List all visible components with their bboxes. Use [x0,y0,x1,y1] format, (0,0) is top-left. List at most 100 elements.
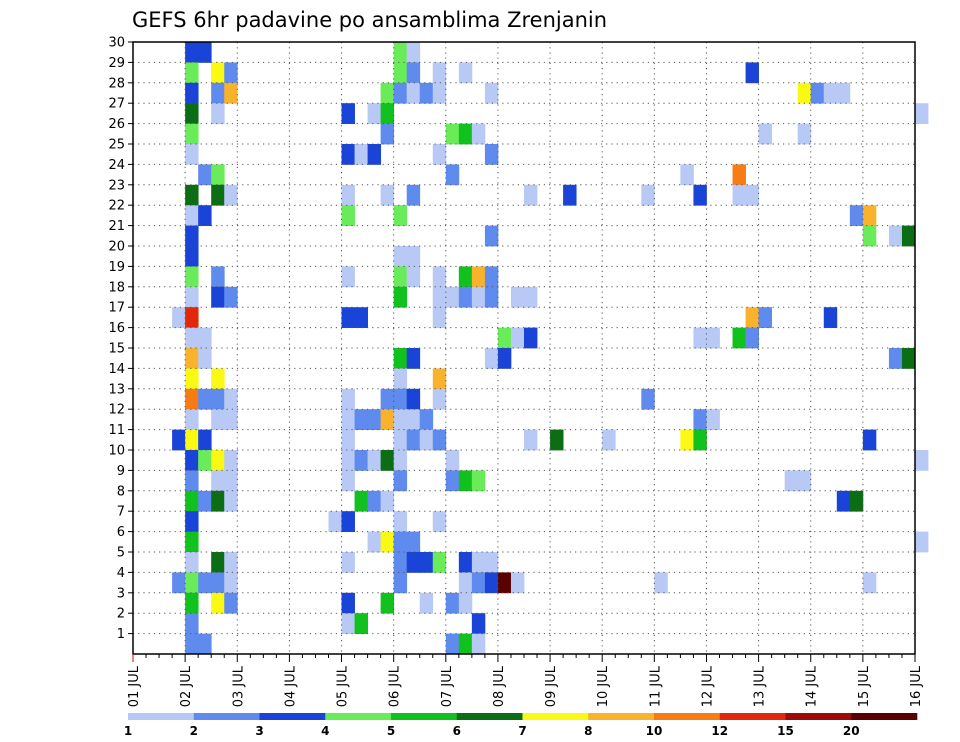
y-tick-label-30: 30 [108,36,125,51]
cell-m8-188 [836,490,851,512]
cell-m4-222 [510,572,525,594]
cell-m12-145 [706,409,720,430]
cell-m1-240 [458,633,473,655]
grid-lines [133,42,915,654]
cell-m2-234 [341,613,355,634]
cell-m5-206 [406,552,421,573]
colorbar: 1 2 3 4 5 6 7 8 10 12 15 20 [124,713,918,738]
cell-m18-84 [185,286,199,308]
cell-m13-124 [185,388,199,410]
cell-m10-160 [185,450,199,471]
cell-m28-16 [393,82,408,104]
cell-m8-189 [849,490,864,512]
colorbar-segment-1 [193,713,260,720]
colorbar-segment-6 [522,713,589,720]
x-tick-label-6: 07 JUL [440,665,455,707]
cell-m12-135 [211,409,225,430]
cell-m16-110 [732,327,746,349]
colorbar-segment-7 [588,713,655,720]
cell-m13-128 [341,388,355,410]
cell-m12-136 [224,409,238,430]
cell-m5-205 [393,552,408,573]
x-tick-label-3: 04 JUL [283,665,298,707]
cell-m11-153 [432,429,447,451]
cell-m29-7 [393,62,408,84]
cell-m10-167 [380,450,395,471]
y-tick-label-4: 4 [117,566,125,581]
cell-m13-125 [198,388,212,410]
cell-m15-117 [497,348,512,369]
y-tick-label-3: 3 [117,586,125,601]
x-tick-label-4: 05 JUL [336,665,351,707]
cell-m29-5 [211,62,225,84]
cell-m7-191 [328,511,342,532]
cell-m10-170 [915,450,929,471]
cell-m14-122 [393,368,408,390]
cell-m23-54 [406,184,421,206]
x-tick-label-11: 12 JUL [700,665,715,707]
cell-m5-211 [484,552,499,573]
cell-m13-132 [432,388,447,410]
cell-m6-197 [380,531,395,553]
cell-m15-113 [198,348,212,369]
colorbar-label-6: 7 [518,724,526,738]
cell-m3-228 [341,592,355,614]
colorbar-segment-8 [654,713,721,720]
cell-m30-1 [198,42,212,63]
cell-m28-20 [484,82,499,104]
cell-m23-50 [211,184,225,206]
x-tick-label-13: 14 JUL [805,665,820,707]
cell-m4-213 [185,572,199,594]
x-tick-label-15: 16 JUL [909,665,924,707]
cell-m19-77 [341,266,355,288]
cell-m11-159 [862,429,877,451]
colorbar-segment-3 [325,713,392,720]
cell-m11-158 [693,429,707,451]
cell-m25-38 [185,144,199,165]
cell-m20-72 [185,246,199,267]
y-tick-label-24: 24 [108,158,125,173]
y-tick-label-21: 21 [108,219,125,234]
cell-m12-144 [693,409,707,430]
cell-m11-157 [680,429,694,451]
cell-m17-102 [823,307,838,328]
cell-m19-75 [185,266,199,288]
cell-m26-31 [185,123,199,145]
x-axis: 01 JUL 02 JUL 03 JUL 04 JUL 05 JUL 06 JUL 07 J… [127,654,924,707]
cell-m28-15 [380,82,395,104]
cell-m3-230 [419,592,434,614]
cell-m3-225 [185,592,199,614]
cell-m9-176 [445,470,460,492]
cell-m2-233 [185,613,199,634]
cell-m16-105 [497,327,512,349]
cell-m15-116 [484,348,499,369]
cell-m8-184 [224,490,238,512]
cell-m10-164 [341,450,355,471]
cell-m5-207 [419,552,434,573]
cell-m6-196 [367,531,382,553]
cell-m18-91 [471,286,486,308]
cell-m8-181 [185,490,199,512]
y-tick-label-9: 9 [117,464,125,479]
colorbar-label-8: 10 [646,724,663,738]
cell-m17-100 [745,307,759,328]
cell-m3-226 [211,592,225,614]
cell-m18-90 [458,286,473,308]
cell-m26-37 [797,123,812,145]
colorbar-segment-4 [391,713,458,720]
cell-m21-70 [888,225,903,247]
cell-m23-51 [224,184,238,206]
y-tick-label-22: 22 [108,199,125,214]
cell-m18-85 [211,286,225,308]
cell-m4-216 [224,572,238,594]
cell-m17-99 [432,307,447,328]
cell-m23-58 [693,184,707,206]
cell-m24-45 [211,164,225,186]
cell-m15-119 [901,348,916,369]
colorbar-label-1: 2 [190,724,198,738]
cell-m3-229 [380,592,395,614]
x-tick-label-7: 08 JUL [492,665,507,707]
y-tick-label-16: 16 [108,321,125,336]
cell-m18-93 [510,286,525,308]
